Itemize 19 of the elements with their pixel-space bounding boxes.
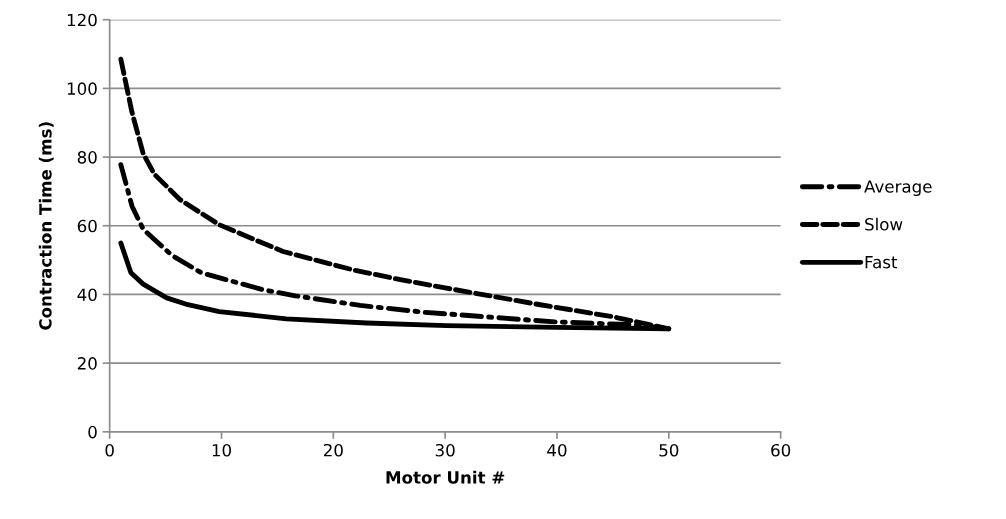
x-axis-title: Motor Unit # (386, 470, 505, 484)
x-tick-label: 60 (771, 443, 791, 457)
y-tick-label: 60 (77, 219, 97, 233)
x-tick-label: 10 (212, 443, 231, 457)
x-tick-label: 40 (547, 443, 567, 457)
y-axis-title: Contraction Time (ms) (38, 122, 54, 330)
y-tick-label: 40 (77, 288, 97, 302)
x-tick-label: 30 (435, 443, 455, 457)
legend-label: Slow (865, 217, 903, 231)
y-tick-label: 100 (67, 82, 97, 95)
legend-label: Fast (865, 256, 898, 269)
x-tick-label: 0 (105, 443, 114, 457)
y-tick-label: 120 (67, 13, 97, 27)
legend-label: Average (864, 180, 932, 197)
x-tick-label: 50 (659, 443, 679, 457)
x-tick-label: 20 (323, 443, 343, 457)
y-tick-label: 20 (77, 357, 97, 370)
y-tick-label: 80 (77, 151, 97, 164)
y-tick-label: 0 (88, 425, 97, 439)
